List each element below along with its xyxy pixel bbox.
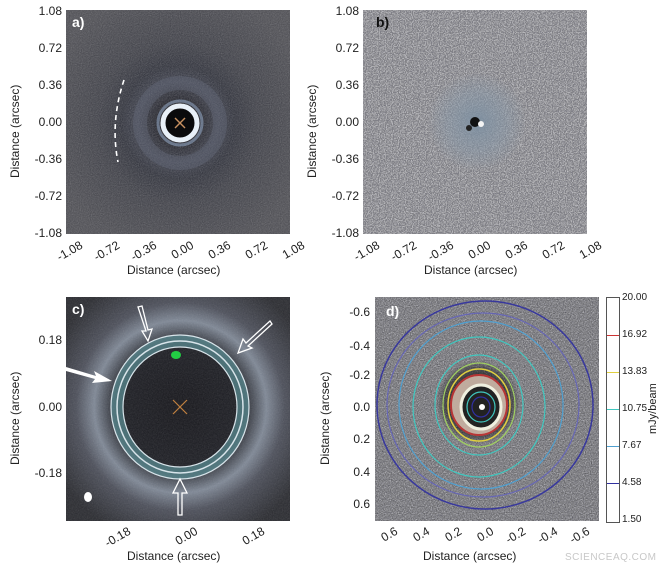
panel-b-label: b) [376, 14, 390, 30]
panel-d-label: d) [386, 303, 400, 319]
x-tick: -1.08 [351, 238, 382, 264]
y-axis-label: Distance (arcsec) [8, 371, 22, 465]
x-tick: -0.72 [91, 238, 122, 264]
x-axis-label: Distance (arcsec) [127, 549, 221, 563]
watermark: SCIENCEAQ.COM [565, 552, 657, 563]
x-tick: 1.08 [279, 238, 307, 262]
colorbar-tick: 1.50 [622, 514, 642, 525]
colorbar-tick: 13.83 [622, 366, 648, 377]
panel-b-svg [363, 10, 587, 234]
panel-a-image [66, 10, 290, 234]
y-tick: -0.72 [331, 189, 359, 203]
colorbar-tick: 20.00 [622, 292, 648, 303]
y-tick: 0.72 [38, 41, 62, 55]
y-tick: 1.08 [38, 4, 62, 18]
y-tick: 0.72 [335, 41, 359, 55]
y-tick: 0.18 [38, 333, 62, 347]
x-tick: 0.72 [539, 238, 567, 262]
colorbar-tick: 7.67 [622, 440, 642, 451]
y-axis-label: Distance (arcsec) [318, 371, 332, 465]
y-tick: -0.36 [34, 152, 62, 166]
y-tick: 0.0 [353, 400, 370, 414]
y-tick: 0.00 [38, 400, 62, 414]
x-tick: 0.18 [239, 524, 267, 548]
x-tick: -1.08 [54, 238, 85, 264]
y-tick: 0.00 [335, 115, 359, 129]
solid-arrow-icon [66, 367, 112, 383]
dashed-arc [114, 79, 125, 163]
x-tick: 1.08 [576, 238, 604, 262]
colorbar-tick: 4.58 [622, 477, 642, 488]
y-tick: 0.36 [38, 78, 62, 92]
y-tick: -0.72 [34, 189, 62, 203]
panel-b-image [363, 10, 587, 234]
y-tick: -0.2 [349, 368, 370, 382]
x-tick: -0.72 [388, 238, 419, 264]
y-tick: 0.36 [335, 78, 359, 92]
colorbar-tick: 16.92 [622, 329, 648, 340]
colorbar-tick: 10.75 [622, 403, 648, 414]
y-tick: 1.08 [335, 4, 359, 18]
panel-c-image [66, 297, 290, 521]
colorbar-label: mJy/beam [647, 383, 659, 434]
y-tick: 0.4 [353, 465, 370, 479]
y-tick: -1.08 [34, 226, 62, 240]
panel-a-label: a) [72, 14, 85, 30]
beam-marker [84, 492, 92, 502]
colorbar [606, 297, 620, 523]
x-axis-label: Distance (arcsec) [423, 549, 517, 563]
x-tick: 0.72 [242, 238, 270, 262]
y-tick: 0.00 [38, 115, 62, 129]
y-tick: -0.4 [349, 339, 370, 353]
x-axis-label: Distance (arcsec) [424, 263, 518, 277]
panel-d-image [375, 297, 599, 521]
y-tick: -0.36 [331, 152, 359, 166]
outline-arrow-icon [171, 477, 189, 516]
green-marker [171, 351, 181, 359]
panel-c-svg [66, 297, 290, 521]
x-axis-label: Distance (arcsec) [127, 263, 221, 277]
y-tick: -1.08 [331, 226, 359, 240]
y-axis-label: Distance (arcsec) [8, 84, 22, 178]
center-cross-icon [174, 117, 186, 129]
outline-arrow-icon [137, 305, 153, 343]
y-axis-label: Distance (arcsec) [305, 84, 319, 178]
panel-a-svg [66, 10, 290, 234]
y-tick: 0.2 [353, 432, 370, 446]
y-tick: -0.18 [34, 466, 62, 480]
panel-c-label: c) [72, 301, 85, 317]
panel-d-svg [375, 297, 599, 521]
outline-arrow-icon [236, 320, 273, 355]
center-cross-icon [172, 399, 188, 415]
y-tick: -0.6 [349, 305, 370, 319]
y-tick: 0.6 [353, 497, 370, 511]
